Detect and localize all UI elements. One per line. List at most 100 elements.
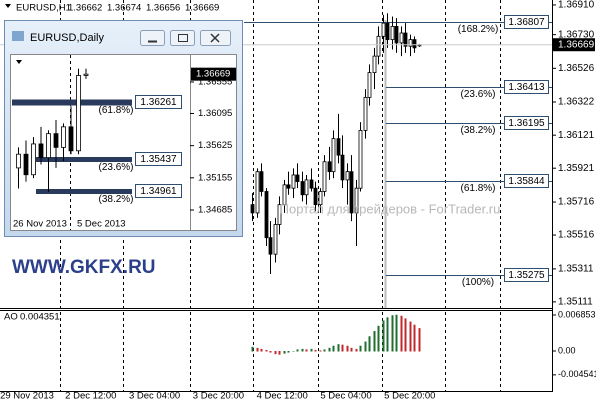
candle-body bbox=[322, 161, 327, 192]
candle-body bbox=[381, 22, 386, 37]
fib-price-box bbox=[504, 268, 549, 282]
candle-body bbox=[277, 204, 282, 225]
indicator-name: AO bbox=[4, 312, 18, 323]
candle-body bbox=[259, 171, 264, 192]
candle-body bbox=[313, 187, 318, 206]
current-price-box bbox=[553, 38, 595, 52]
candle-body bbox=[23, 153, 29, 176]
candle-body bbox=[268, 237, 273, 255]
candle-body bbox=[349, 171, 354, 214]
candle-body bbox=[408, 39, 413, 47]
fib-ratio: (23.6%) bbox=[460, 89, 495, 100]
fib-ratio: (100%) bbox=[462, 277, 494, 288]
time-label: 5 Dec 20:00 bbox=[384, 391, 435, 400]
date-label: 26 Nov 2013 bbox=[13, 219, 67, 230]
time-label: 2 Dec 12:00 bbox=[65, 391, 116, 400]
fib-ratio: (38.2%) bbox=[460, 125, 495, 136]
fib-price: 1.35844 bbox=[508, 176, 545, 187]
candle-body bbox=[31, 143, 36, 176]
fib-ratio: (168.2%) bbox=[458, 24, 499, 35]
current-price: 1.36669 bbox=[196, 69, 230, 80]
fib-price-box bbox=[504, 15, 549, 29]
price-label: 1.35921 bbox=[558, 163, 595, 174]
indicator-label: 0.00 bbox=[558, 345, 576, 355]
scroll-marker bbox=[16, 60, 22, 64]
candle-body bbox=[390, 26, 395, 41]
candle-body bbox=[68, 126, 74, 152]
price-label: 1.36910 bbox=[558, 0, 595, 11]
candle-body bbox=[46, 133, 51, 159]
fib-price: 1.35275 bbox=[508, 270, 545, 281]
inset-window[interactable]: EURUSD,Daily 1.36555 1.36095 1.35625 1.3515… bbox=[4, 20, 243, 237]
window-title: EURUSD,Daily bbox=[30, 32, 104, 44]
candle-body bbox=[300, 181, 305, 196]
time-label: 3 Dec 04:00 bbox=[129, 391, 180, 400]
chart-menu-marker bbox=[5, 4, 11, 8]
fib-price: 1.36413 bbox=[508, 82, 545, 93]
watermark: WWW.GKFX.RU bbox=[12, 257, 156, 278]
candle-body bbox=[340, 154, 345, 181]
price-label: 1.36095 bbox=[198, 108, 232, 119]
candle-body bbox=[403, 32, 408, 47]
price-label: 1.35625 bbox=[198, 140, 232, 151]
price-label: 1.35155 bbox=[198, 172, 232, 183]
candle-body bbox=[255, 171, 260, 214]
candle-body bbox=[264, 191, 269, 239]
candle-body bbox=[61, 126, 66, 148]
price-label: 1.36121 bbox=[558, 130, 595, 141]
price-label: 1.34685 bbox=[198, 205, 232, 216]
ohlc-value: 1.36674 bbox=[107, 3, 141, 14]
fib-price-box bbox=[504, 174, 549, 188]
fib-price: 1.36807 bbox=[508, 17, 545, 28]
fib-price-box bbox=[135, 95, 182, 109]
restore-icon bbox=[178, 34, 188, 42]
price-label: 1.35311 bbox=[558, 264, 594, 275]
price-label: 1.36555 bbox=[198, 76, 232, 87]
window-icon bbox=[12, 31, 24, 41]
minimize-button[interactable] bbox=[140, 30, 165, 46]
symbol-label: EURUSD,H1 bbox=[16, 3, 71, 14]
candle-body bbox=[354, 187, 359, 214]
current-price-box bbox=[191, 67, 236, 81]
time-label: 3 Dec 20:00 bbox=[193, 391, 244, 400]
candle-body bbox=[38, 143, 44, 159]
candle-body bbox=[16, 153, 21, 169]
candle-body bbox=[376, 35, 381, 57]
inset-axis bbox=[190, 54, 237, 231]
candle-body bbox=[295, 174, 300, 182]
candle-body bbox=[83, 73, 89, 76]
candle-body bbox=[394, 26, 399, 44]
watermark: Портал для трейдеров - ForTrader.ru bbox=[280, 201, 501, 216]
candle-body bbox=[399, 32, 404, 44]
ohlc-value: 1.36656 bbox=[146, 3, 180, 14]
candle-body bbox=[273, 224, 278, 255]
restore-button[interactable] bbox=[170, 30, 195, 46]
candle-body bbox=[282, 184, 287, 206]
close-icon bbox=[210, 33, 220, 43]
candle-body bbox=[309, 179, 314, 189]
candle-body bbox=[76, 75, 81, 152]
fib-price: 1.35437 bbox=[140, 154, 177, 165]
candle-body bbox=[363, 96, 368, 131]
indicator-value: 0.004351 bbox=[20, 312, 60, 323]
candle-body bbox=[53, 133, 59, 148]
candle-body bbox=[286, 184, 291, 189]
fib-price: 1.36195 bbox=[508, 118, 545, 129]
price-label: 1.35516 bbox=[558, 230, 595, 241]
indicator-label: 0.006853 bbox=[558, 309, 596, 319]
fib-price-box bbox=[135, 152, 182, 166]
fib-price-box bbox=[504, 116, 549, 130]
fib-ratio: (61.8%) bbox=[460, 183, 495, 194]
fib-ratio: (38.2%) bbox=[98, 194, 133, 205]
ohlc-value: 1.36669 bbox=[185, 3, 219, 14]
candle-body bbox=[327, 161, 332, 173]
ohlc-value: 1.36662 bbox=[68, 3, 102, 14]
candle-body bbox=[412, 39, 417, 49]
price-label: 1.35716 bbox=[558, 197, 595, 208]
fib-ratio: (61.8%) bbox=[98, 105, 133, 116]
candle-body bbox=[291, 174, 296, 189]
candle-body bbox=[367, 72, 372, 98]
candle-body bbox=[318, 191, 323, 206]
